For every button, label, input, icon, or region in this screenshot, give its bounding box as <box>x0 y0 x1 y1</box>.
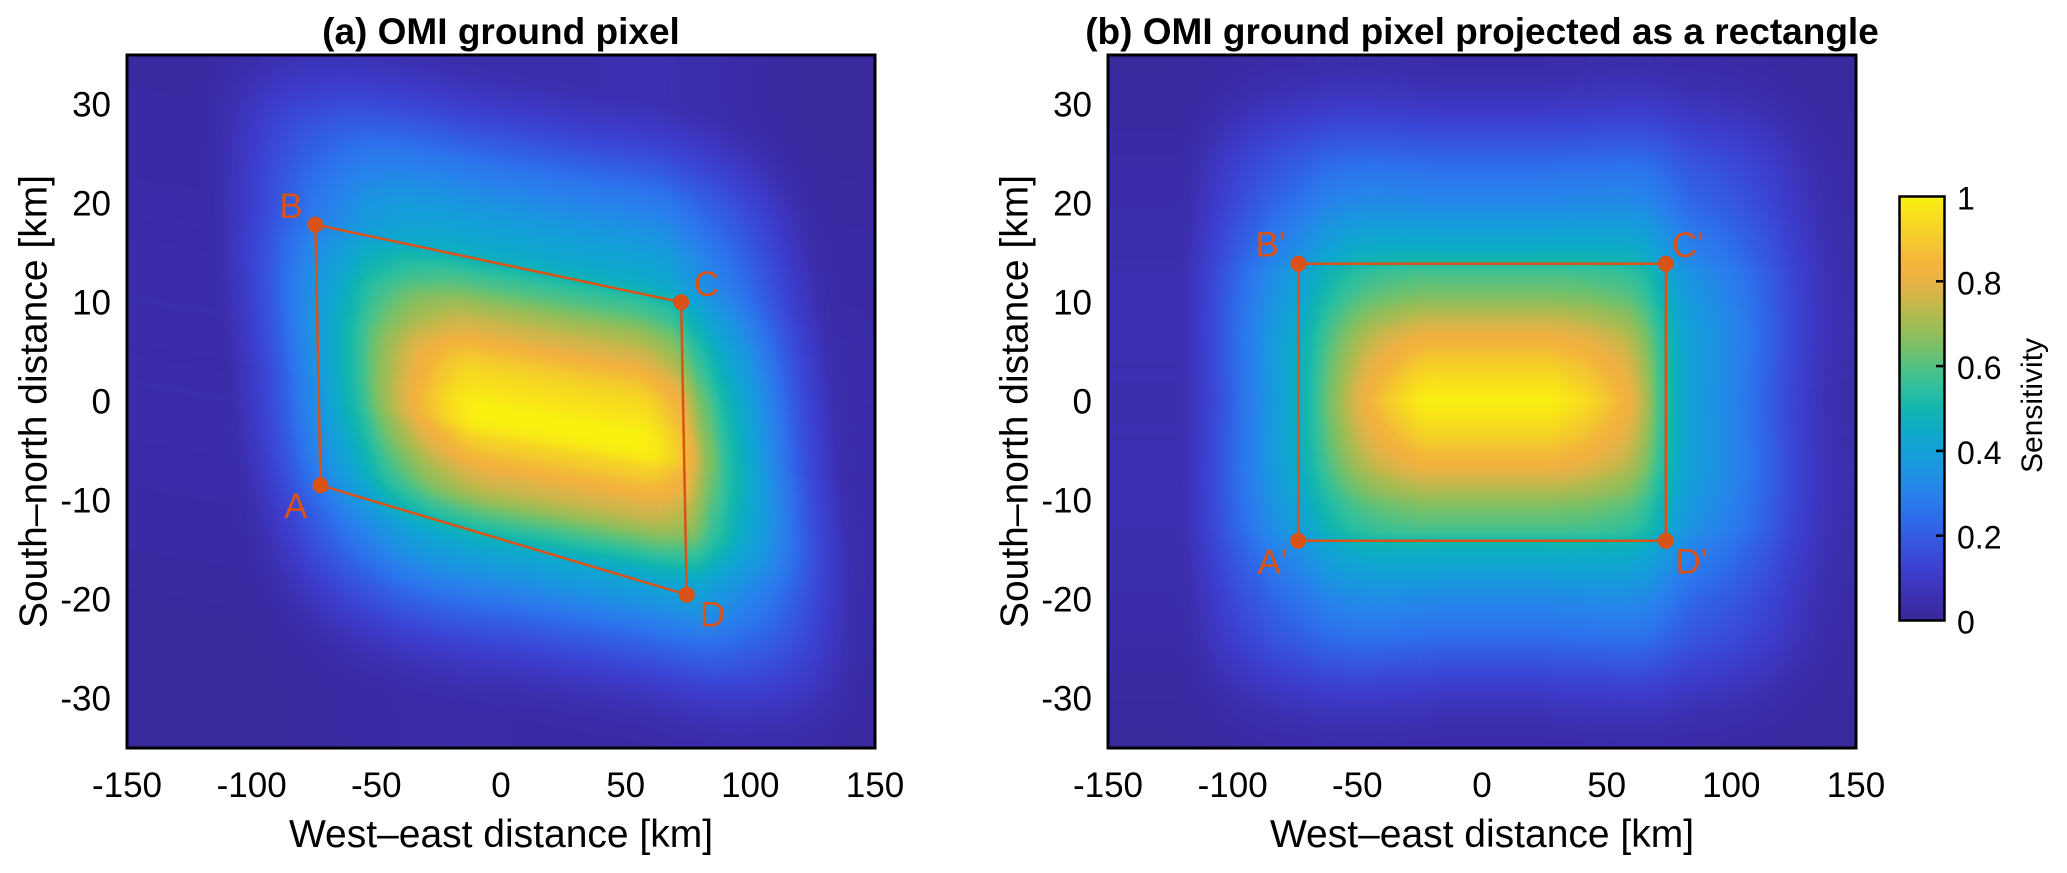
svg-text:-20: -20 <box>1041 581 1092 620</box>
svg-text:West–east distance [km]: West–east distance [km] <box>289 813 713 856</box>
svg-text:-30: -30 <box>60 680 111 719</box>
svg-text:B': B' <box>1255 226 1285 265</box>
svg-text:A': A' <box>1257 543 1287 582</box>
svg-text:0: 0 <box>1957 605 1975 641</box>
svg-text:-100: -100 <box>217 766 287 805</box>
svg-text:50: 50 <box>1587 766 1626 805</box>
svg-text:-50: -50 <box>351 766 402 805</box>
svg-text:10: 10 <box>1053 284 1092 323</box>
svg-text:0.4: 0.4 <box>1957 435 2001 471</box>
svg-text:-50: -50 <box>1332 766 1383 805</box>
svg-text:B: B <box>279 187 302 226</box>
svg-text:D': D' <box>1676 543 1708 582</box>
svg-text:(b) OMI ground pixel projected: (b) OMI ground pixel projected as a rect… <box>1085 11 1879 52</box>
svg-text:30: 30 <box>1053 86 1092 125</box>
svg-text:-10: -10 <box>60 482 111 521</box>
svg-text:South–north distance [km]: South–north distance [km] <box>13 175 56 628</box>
svg-text:D: D <box>700 596 725 635</box>
svg-text:A: A <box>284 487 308 526</box>
svg-text:(a) OMI ground pixel: (a) OMI ground pixel <box>322 11 680 52</box>
svg-text:0: 0 <box>1472 766 1491 805</box>
svg-text:-150: -150 <box>92 766 162 805</box>
svg-text:10: 10 <box>72 284 111 323</box>
svg-text:0: 0 <box>491 766 510 805</box>
svg-text:-150: -150 <box>1073 766 1143 805</box>
svg-text:150: 150 <box>1827 766 1885 805</box>
svg-text:Sensitivity: Sensitivity <box>2016 338 2049 473</box>
svg-text:0.8: 0.8 <box>1957 265 2001 301</box>
svg-text:20: 20 <box>72 185 111 224</box>
svg-text:C': C' <box>1672 226 1704 265</box>
svg-text:South–north distance [km]: South–north distance [km] <box>994 175 1037 628</box>
svg-text:-100: -100 <box>1198 766 1268 805</box>
svg-text:-30: -30 <box>1041 680 1092 719</box>
svg-text:100: 100 <box>721 766 779 805</box>
svg-text:0.2: 0.2 <box>1957 520 2001 556</box>
svg-text:0: 0 <box>92 383 111 422</box>
svg-text:100: 100 <box>1702 766 1760 805</box>
svg-text:C: C <box>694 265 719 304</box>
svg-text:West–east distance [km]: West–east distance [km] <box>1270 813 1694 856</box>
svg-text:30: 30 <box>72 86 111 125</box>
svg-text:20: 20 <box>1053 185 1092 224</box>
svg-text:1: 1 <box>1957 181 1975 217</box>
svg-text:50: 50 <box>606 766 645 805</box>
svg-text:150: 150 <box>846 766 904 805</box>
svg-text:0: 0 <box>1073 383 1092 422</box>
svg-text:-20: -20 <box>60 581 111 620</box>
svg-text:-10: -10 <box>1041 482 1092 521</box>
svg-text:0.6: 0.6 <box>1957 350 2001 386</box>
